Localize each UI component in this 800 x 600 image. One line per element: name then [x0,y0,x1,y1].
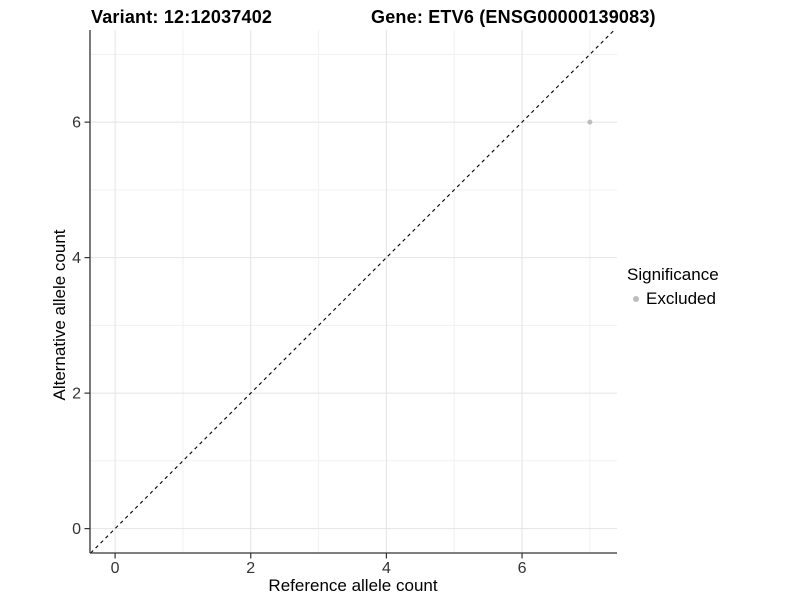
legend-entry-excluded: Excluded [627,289,719,309]
data-point [587,119,593,125]
y-tick-label: 6 [72,115,81,132]
x-tick-label: 4 [382,560,391,577]
x-axis-title: Reference allele count [268,576,438,595]
x-tick-label: 2 [246,560,255,577]
identity-reference-line [90,29,615,554]
plot-title-variant: Variant: 12:12037402 [91,7,273,27]
y-axis-title: Alternative allele count [50,229,69,401]
x-tick-label: 0 [111,560,120,577]
legend: Significance Excluded [627,265,719,309]
y-tick-label: 0 [72,521,81,538]
legend-entry-label: Excluded [646,289,716,308]
y-tick-label: 2 [72,386,81,403]
y-tick-label: 4 [72,250,81,267]
legend-title: Significance [627,265,719,284]
x-tick-label: 6 [518,560,527,577]
plot-title-gene: Gene: ETV6 (ENSG00000139083) [371,7,656,27]
excluded-point-icon [633,296,639,302]
